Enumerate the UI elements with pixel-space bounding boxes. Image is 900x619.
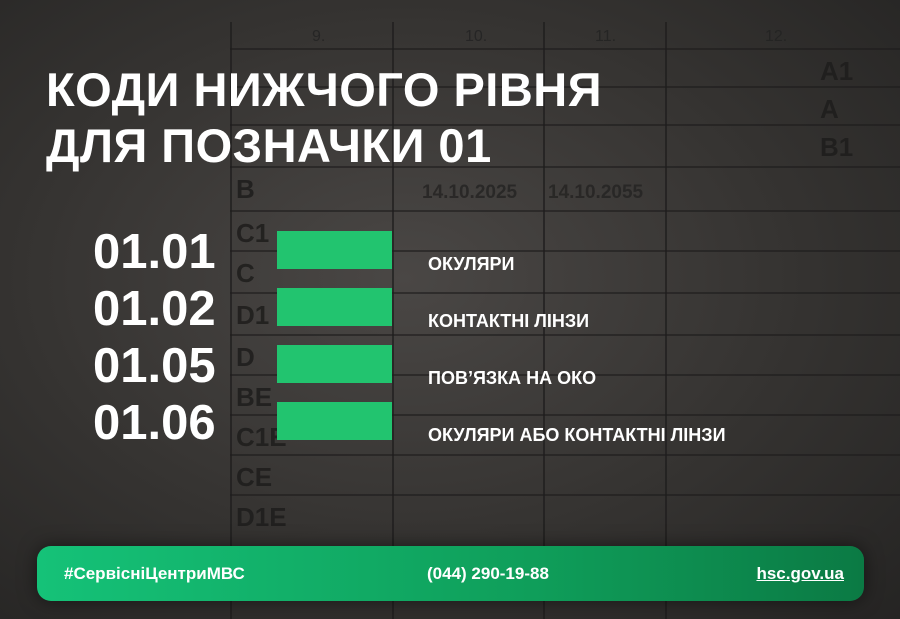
code-value: 01.02 bbox=[93, 282, 216, 336]
table-line bbox=[230, 166, 900, 168]
table-line bbox=[230, 124, 900, 126]
website-link[interactable]: hsc.gov.ua bbox=[756, 564, 844, 583]
green-marker bbox=[277, 402, 392, 440]
table-line bbox=[230, 48, 900, 50]
table-line bbox=[230, 374, 900, 376]
code-value: 01.01 bbox=[93, 225, 216, 279]
green-marker bbox=[277, 288, 392, 326]
table-line bbox=[230, 454, 900, 456]
table-line bbox=[230, 210, 900, 212]
row-label: C bbox=[236, 258, 255, 288]
code-value: 01.06 bbox=[93, 396, 216, 450]
title-line: КОДИ НИЖЧОГО РІВНЯ bbox=[46, 63, 603, 116]
row-label: D1 bbox=[236, 300, 270, 330]
date-value: 14.10.2025 bbox=[422, 182, 518, 203]
code-label: ОКУЛЯРИ bbox=[428, 254, 515, 274]
column-header: 12. bbox=[765, 28, 788, 45]
green-marker bbox=[277, 231, 392, 269]
row-label: A bbox=[820, 94, 839, 124]
row-label: D1E bbox=[236, 502, 287, 532]
column-header: 9. bbox=[312, 28, 326, 45]
row-label: C1 bbox=[236, 218, 270, 248]
table-line bbox=[230, 414, 900, 416]
table-line bbox=[392, 22, 394, 619]
row-label: D bbox=[236, 342, 255, 372]
table-line bbox=[665, 22, 667, 619]
column-header: 10. bbox=[465, 28, 488, 45]
table-line bbox=[230, 292, 900, 294]
table-line bbox=[230, 334, 900, 336]
table-line bbox=[230, 86, 900, 88]
column-header: 11. bbox=[595, 28, 617, 45]
table-line bbox=[543, 22, 545, 619]
row-label: BE bbox=[236, 382, 273, 412]
table-line bbox=[230, 494, 900, 496]
row-label: B bbox=[236, 174, 255, 204]
green-marker bbox=[277, 345, 392, 383]
phone-number: (044) 290-19-88 bbox=[427, 564, 549, 583]
code-label: КОНТАКТНІ ЛІНЗИ bbox=[428, 311, 590, 331]
hashtag: #СервісніЦентриМВС bbox=[64, 564, 245, 583]
row-label: CE bbox=[236, 462, 273, 492]
code-label: ОКУЛЯРИ АБО КОНТАКТНІ ЛІНЗИ bbox=[428, 425, 726, 445]
title-line: ДЛЯ ПОЗНАЧКИ 01 bbox=[46, 119, 492, 172]
row-label: A1 bbox=[820, 56, 854, 86]
table-line bbox=[230, 250, 900, 252]
date-value: 14.10.2055 bbox=[548, 182, 644, 203]
page-title: КОДИ НИЖЧОГО РІВНЯ ДЛЯ ПОЗНАЧКИ 01 bbox=[46, 62, 602, 174]
footer-bar: #СервісніЦентриМВС (044) 290-19-88 hsc.g… bbox=[37, 546, 864, 601]
code-label: ПОВ’ЯЗКА НА ОКО bbox=[428, 368, 597, 388]
row-label: B1 bbox=[820, 132, 854, 162]
table-line bbox=[230, 22, 232, 619]
code-value: 01.05 bbox=[93, 339, 216, 393]
